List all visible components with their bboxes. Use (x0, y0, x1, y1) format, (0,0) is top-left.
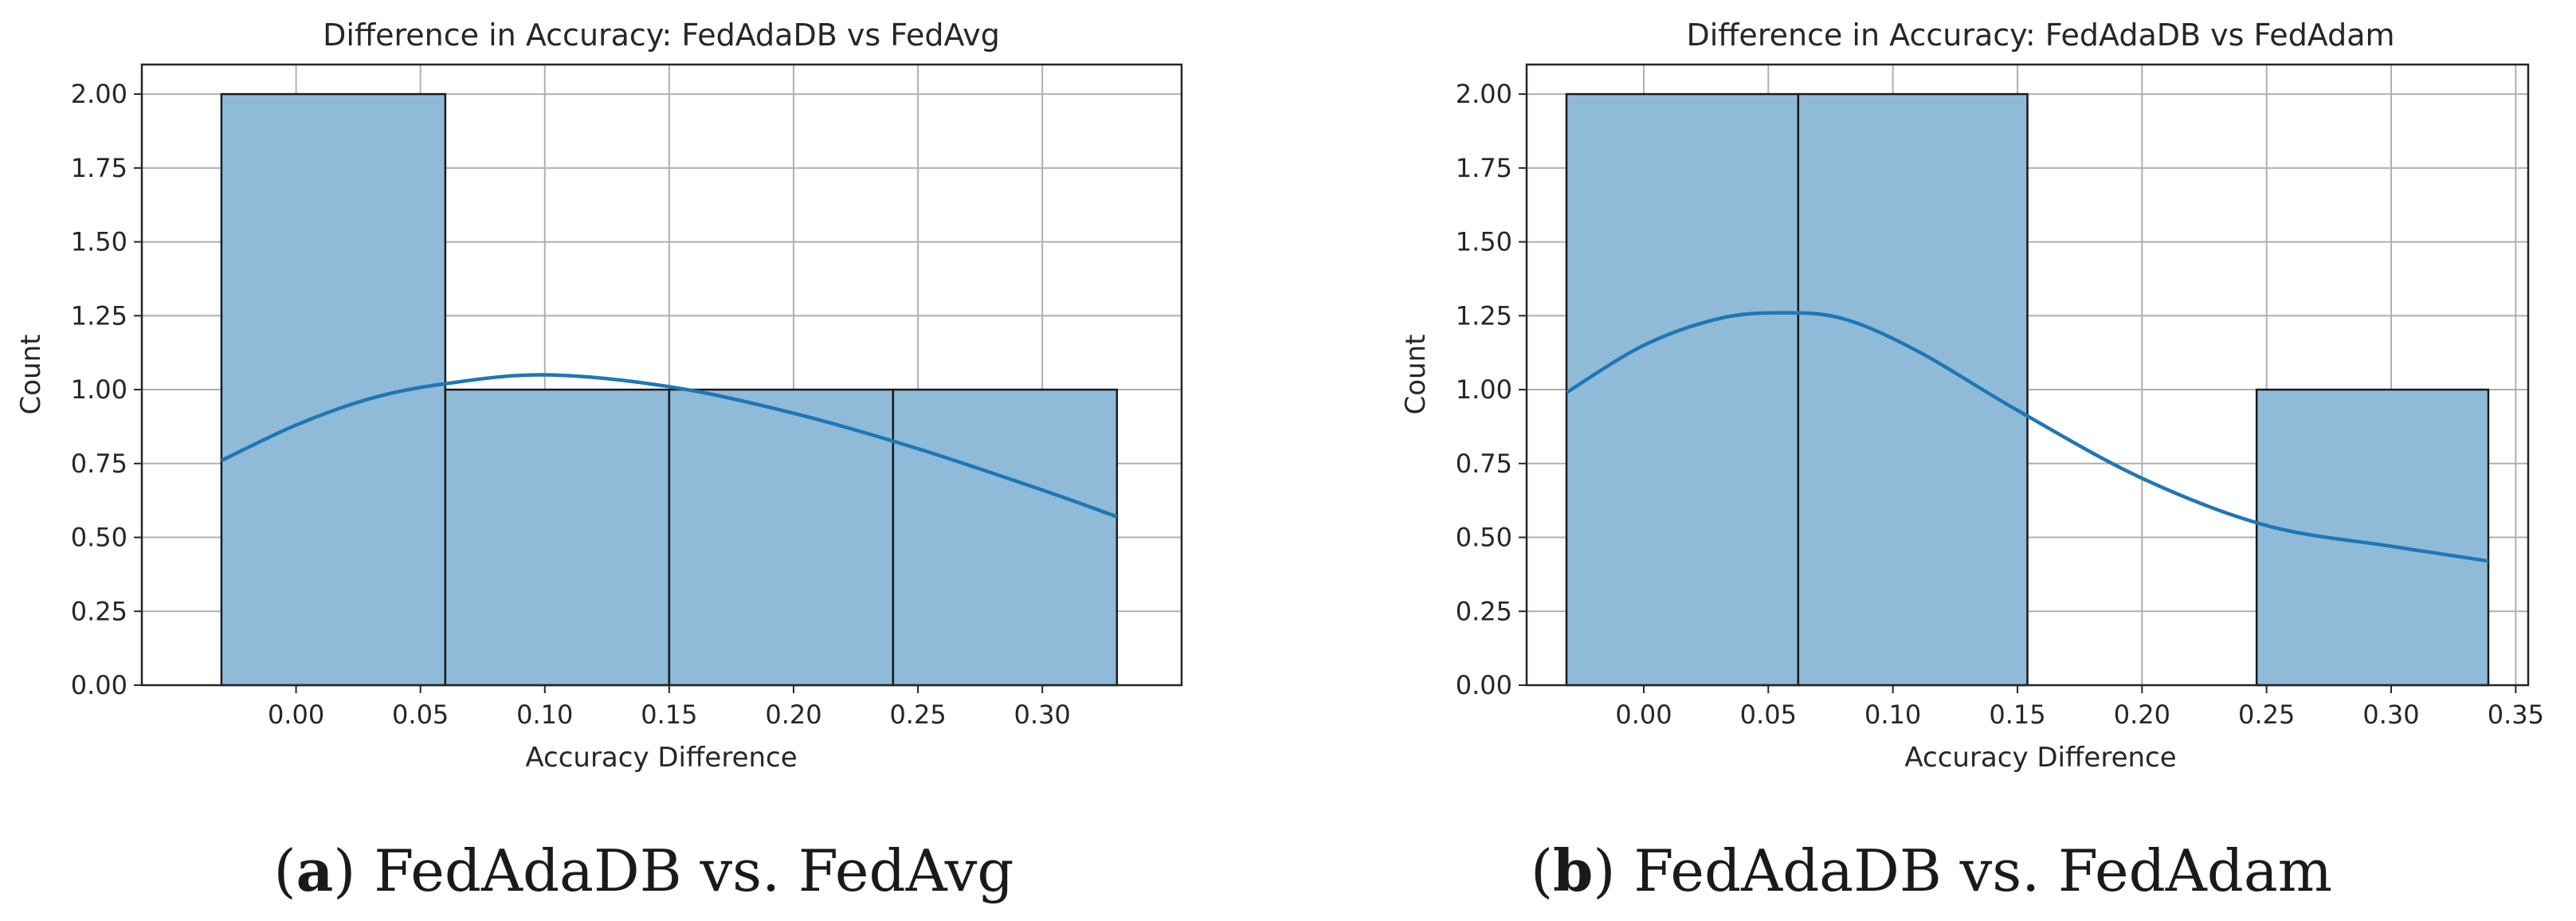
x-axis-label: Accuracy Difference (1904, 742, 2176, 774)
histogram-bar (1565, 92, 1800, 687)
y-tick-label: 0.00 (71, 670, 127, 700)
histogram-bar (444, 388, 671, 687)
caption-b: (b) FedAdaDB vs. FedAdam (1530, 837, 2333, 904)
y-axis-label: Count (15, 335, 47, 415)
x-tick-label: 0.30 (2362, 700, 2419, 730)
histogram-chart-b: Difference in Accuracy: FedAdaDB vs FedA… (1400, 18, 2544, 774)
y-tick-label: 0.25 (1456, 596, 1512, 626)
chart-title: Difference in Accuracy: FedAdaDB vs FedA… (323, 18, 1000, 53)
kde-line (1565, 311, 2489, 563)
x-tick-label: 0.10 (516, 700, 573, 730)
y-tick-label: 0.50 (71, 523, 127, 553)
x-tick-label: 0.15 (641, 700, 697, 730)
histogram-bar (2255, 388, 2490, 687)
histogram-bar (668, 388, 895, 687)
y-tick-label: 1.75 (71, 153, 127, 183)
kde-line (220, 373, 1118, 519)
caption-text: FedAdaDB vs. FedAvg (374, 837, 1014, 904)
y-tick-label: 1.25 (1456, 300, 1512, 331)
y-tick-label: 1.50 (1456, 227, 1512, 257)
histogram-chart-a: Difference in Accuracy: FedAdaDB vs FedA… (15, 18, 1183, 774)
y-tick-label: 0.75 (71, 449, 127, 479)
plot-frame (1525, 63, 2530, 687)
caption-text: FedAdaDB vs. FedAdam (1633, 837, 2333, 904)
x-tick-label: 0.05 (392, 700, 449, 730)
y-tick-label: 1.00 (71, 374, 127, 405)
y-axis-label: Count (1400, 335, 1432, 415)
y-tick-label: 0.25 (71, 596, 127, 626)
x-axis-label: Accuracy Difference (525, 742, 797, 774)
caption-letter: b (1553, 837, 1594, 904)
y-tick-label: 0.00 (1456, 670, 1512, 700)
x-tick-label: 0.30 (1014, 700, 1071, 730)
chart-panel-a: Difference in Accuracy: FedAdaDB vs FedA… (15, 18, 1183, 904)
x-tick-label: 0.20 (2114, 700, 2170, 730)
chart-title: Difference in Accuracy: FedAdaDB vs FedA… (1686, 18, 2394, 53)
y-tick-label: 1.50 (71, 227, 127, 257)
x-tick-label: 0.35 (2488, 700, 2544, 730)
plot-frame (140, 63, 1183, 687)
x-tick-label: 0.25 (2238, 700, 2295, 730)
x-tick-label: 0.10 (1864, 700, 1921, 730)
chart-panel-b: Difference in Accuracy: FedAdaDB vs FedA… (1288, 0, 2575, 921)
caption-a: (a) FedAdaDB vs. FedAvg (273, 837, 1014, 904)
x-tick-label: 0.15 (1989, 700, 2045, 730)
y-tick-label: 1.75 (1456, 153, 1512, 183)
caption-letter: a (296, 837, 334, 904)
y-tick-label: 2.00 (71, 79, 127, 109)
y-tick-label: 0.75 (1456, 449, 1512, 479)
x-tick-label: 0.00 (1615, 700, 1672, 730)
x-tick-label: 0.20 (765, 700, 821, 730)
histogram-bar (892, 388, 1119, 687)
y-tick-label: 0.50 (1456, 523, 1512, 553)
x-tick-label: 0.05 (1740, 700, 1797, 730)
x-tick-label: 0.00 (268, 700, 324, 730)
y-tick-label: 2.00 (1456, 79, 1512, 109)
histogram-bar (1797, 92, 2029, 687)
y-tick-label: 1.25 (71, 300, 127, 331)
x-tick-label: 0.25 (889, 700, 946, 730)
y-tick-label: 1.00 (1456, 374, 1512, 405)
